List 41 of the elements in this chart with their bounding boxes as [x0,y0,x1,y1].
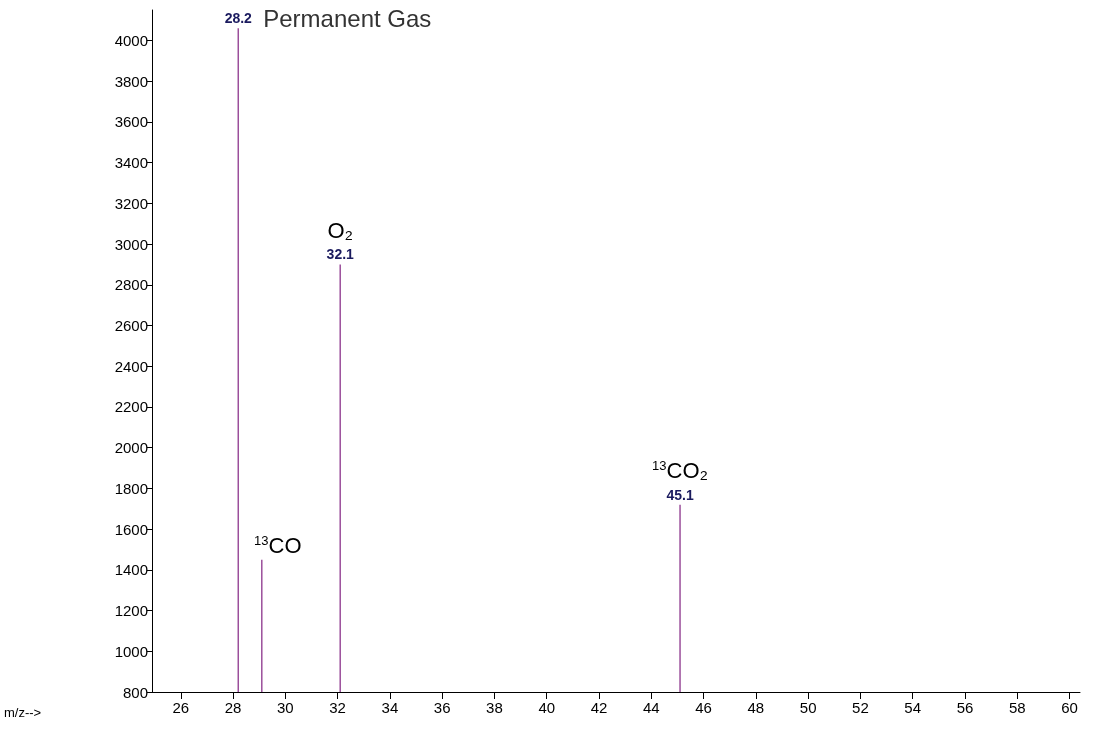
x-tick-label: 58 [1008,699,1026,716]
text: m/z--> [4,705,42,720]
y-tick-label: 1800 [114,479,148,497]
x-tick-label: 36 [433,699,451,716]
y-tick-label: 1600 [114,520,148,538]
y-tick-label: 4000 [114,32,148,50]
y-tick-label: 2800 [114,276,148,294]
x-tick-label: 38 [486,699,503,716]
x-tick-label: 54 [904,699,922,716]
x-tick-label: 26 [172,699,190,716]
y-tick-label: 3600 [114,113,148,131]
x-tick-label: 48 [747,699,765,716]
x-tick-label: 40 [538,699,556,716]
y-tick-label: 2200 [114,398,148,416]
x-tick-label: 34 [381,699,399,716]
y-tick-label: 2600 [114,317,148,335]
y-tick-label: 3400 [114,154,148,172]
y-tick-label: 2000 [114,439,148,457]
x-tick-label: 60 [1061,699,1078,716]
y-tick-label: 3200 [114,194,148,212]
annotation: O₂ [327,217,354,243]
x-tick-label: 28 [224,699,242,716]
x-tick-label: 32 [329,699,346,716]
annotation: 28.2 [224,10,253,27]
annotation: 45.1 [666,486,694,503]
y-tick-label: 1200 [114,602,148,620]
x-tick-label: 30 [276,699,294,716]
y-tick-label: 1000 [114,642,148,660]
x-tick-label: 44 [642,699,660,716]
y-tick-label: 1400 [114,561,148,579]
y-tick-label: 3000 [114,235,148,253]
x-tick-label: 46 [695,699,712,716]
chart-title: Permanent Gas [263,4,432,32]
x-tick-label: 52 [852,699,869,716]
annotation: 32.1 [326,246,355,263]
x-tick-label: 56 [956,699,974,716]
y-tick-label: 2400 [114,357,148,375]
x-tick-label: 42 [590,699,608,716]
y-tick-label: 3800 [114,72,148,90]
y-tick-label: 800 [122,683,148,701]
x-tick-label: 50 [799,699,817,716]
